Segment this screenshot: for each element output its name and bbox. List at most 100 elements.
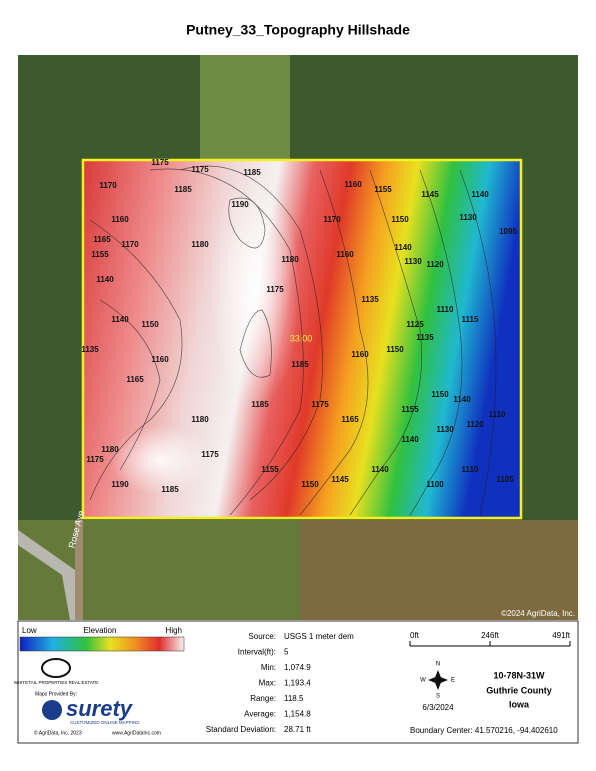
contour-label: 1175 bbox=[151, 158, 169, 167]
contour-label: 1140 bbox=[401, 435, 419, 444]
stat-label: Standard Deviation: bbox=[206, 725, 276, 734]
stat-label: Range: bbox=[250, 694, 276, 703]
contour-label: 1105 bbox=[496, 475, 514, 484]
contour-label: 1175 bbox=[201, 450, 219, 459]
location-line: Guthrie County bbox=[486, 685, 552, 695]
field-patch bbox=[200, 55, 290, 165]
contour-label: 1150 bbox=[301, 480, 319, 489]
contour-label: 1120 bbox=[466, 420, 484, 429]
contour-label: 1170 bbox=[99, 181, 117, 190]
title: Putney_33_Topography Hillshade bbox=[186, 22, 410, 38]
contour-label: 1180 bbox=[281, 255, 299, 264]
contour-label: 1140 bbox=[453, 395, 471, 404]
compass-e: E bbox=[451, 678, 455, 684]
contour-label: 1175 bbox=[86, 455, 104, 464]
compass-n: N bbox=[436, 662, 440, 668]
contour-lines bbox=[89, 165, 497, 516]
contour-label: 1190 bbox=[231, 200, 249, 209]
contour-label: 1180 bbox=[191, 415, 209, 424]
contour-label: 1140 bbox=[371, 465, 389, 474]
contour-label: 1185 bbox=[251, 400, 269, 409]
contour-label: 1190 bbox=[111, 480, 129, 489]
scale-label: 0ft bbox=[410, 631, 420, 640]
stat-value: 1,193.4 bbox=[284, 679, 311, 688]
contour-label: 1160 bbox=[344, 180, 362, 189]
contour-label: 1160 bbox=[351, 350, 369, 359]
contour-label: 1135 bbox=[416, 333, 434, 342]
contour-label: 1110 bbox=[462, 465, 479, 474]
contour-label: 1165 bbox=[341, 415, 359, 424]
location-line: 10-78N-31W bbox=[493, 670, 545, 680]
map: 1175 1175 1170 1185 1185 1190 1160 1155 1145 1140… bbox=[18, 55, 578, 620]
stat-value: 28.71 ft bbox=[284, 725, 311, 734]
contour-label: 1110 bbox=[437, 305, 454, 314]
contour-label: 1150 bbox=[141, 320, 159, 329]
stat-label: Min: bbox=[261, 663, 276, 672]
contour-label: 1180 bbox=[191, 240, 209, 249]
contour-label: 1160 bbox=[151, 355, 169, 364]
surety-tagline: CUSTOMIZED ONLINE MAPPING bbox=[70, 720, 140, 725]
contour-label: 1175 bbox=[311, 400, 329, 409]
legend-title: Elevation bbox=[84, 626, 117, 635]
contour-label: 1165 bbox=[126, 375, 144, 384]
contour-label: 1115 bbox=[462, 315, 479, 324]
maps-by: Maps Provided By: bbox=[35, 691, 77, 697]
logo-copyright: © AgriData, Inc. 2023 bbox=[34, 729, 82, 736]
contour-label: 1145 bbox=[331, 475, 349, 484]
surety-globe bbox=[42, 700, 62, 720]
stat-label: Max: bbox=[259, 679, 276, 688]
contour-label: 1130 bbox=[459, 213, 477, 222]
field-label: 33.00 bbox=[290, 333, 313, 343]
stat-label: Average: bbox=[244, 710, 276, 719]
contour-label: 1110 bbox=[489, 410, 506, 419]
contour-label: 1170 bbox=[323, 215, 341, 224]
road bbox=[18, 530, 80, 620]
wpre-name: WHITETAIL PROPERTIES REAL ESTATE bbox=[14, 680, 99, 685]
scale-label: 246ft bbox=[481, 631, 500, 640]
contour-label: 1140 bbox=[471, 190, 489, 199]
contour-label: 1145 bbox=[421, 190, 439, 199]
contour-label: 1155 bbox=[401, 405, 419, 414]
contour-label: 1185 bbox=[291, 360, 309, 369]
contour-label: 1155 bbox=[261, 465, 279, 474]
stat-value: 118.5 bbox=[284, 694, 304, 703]
contour-label: 1140 bbox=[394, 243, 412, 252]
stat-value: USGS 1 meter dem bbox=[284, 632, 354, 641]
contour-label: 1175 bbox=[266, 285, 284, 294]
contour-label: 1140 bbox=[111, 315, 129, 324]
stat-label: Source: bbox=[248, 632, 276, 641]
boundary-center: Boundary Center: 41.570216, -94.402610 bbox=[410, 726, 558, 735]
contour-label: 1135 bbox=[361, 295, 379, 304]
road bbox=[75, 520, 83, 620]
surety-logo: surety bbox=[66, 696, 134, 721]
contour-label: 1150 bbox=[386, 345, 404, 354]
contour-label: 1185 bbox=[243, 168, 261, 177]
contour-label: 1150 bbox=[391, 215, 409, 224]
legend-high: High bbox=[166, 626, 182, 635]
field-patch bbox=[300, 520, 578, 620]
contour-label: 1185 bbox=[174, 185, 192, 194]
stat-value: 1,154.8 bbox=[284, 710, 311, 719]
stat-value: 1,074.9 bbox=[284, 663, 311, 672]
field-boundary bbox=[81, 158, 523, 520]
legend-low: Low bbox=[22, 626, 37, 635]
legend-bar bbox=[19, 636, 185, 652]
contour-label: 1150 bbox=[431, 390, 449, 399]
contour-label: 1100 bbox=[426, 480, 444, 489]
location-line: Iowa bbox=[509, 699, 530, 709]
contour-label: 1140 bbox=[96, 275, 114, 284]
date: 6/3/2024 bbox=[422, 703, 454, 712]
logo-url: www.AgriDataInc.com bbox=[112, 730, 161, 736]
contour-label: 1130 bbox=[436, 425, 454, 434]
contour-label: 1135 bbox=[81, 345, 99, 354]
contour-label: 1160 bbox=[111, 215, 129, 224]
compass-w: W bbox=[420, 678, 426, 684]
contour-label: 1160 bbox=[336, 250, 354, 259]
contour-label: 1095 bbox=[499, 227, 517, 236]
scale-label: 491ft bbox=[552, 631, 571, 640]
contour-label: 1180 bbox=[101, 445, 119, 454]
contour-label: 1125 bbox=[406, 320, 424, 329]
contour-label: 1120 bbox=[426, 260, 444, 269]
stat-value: 5 bbox=[284, 648, 289, 657]
